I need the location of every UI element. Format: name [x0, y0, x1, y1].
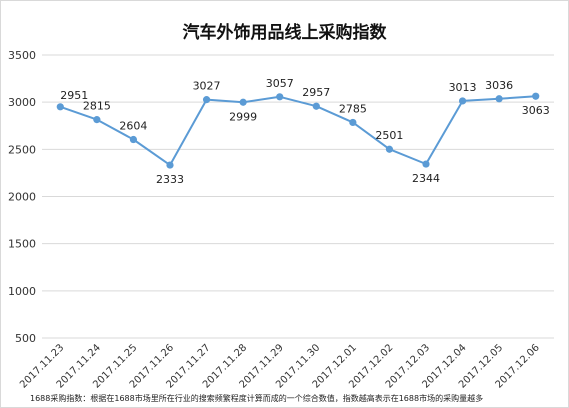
data-point	[458, 97, 467, 105]
y-tick-label: 2500	[8, 143, 36, 156]
chart-title: 汽车外饰用品线上采购指数	[182, 23, 387, 43]
data-label: 3027	[193, 80, 221, 93]
data-label: 2951	[60, 89, 88, 102]
data-point	[166, 161, 174, 169]
data-label: 3036	[485, 79, 513, 92]
y-tick-label: 2000	[8, 191, 36, 204]
y-tick-label: 3500	[8, 49, 36, 62]
y-tick-label: 500	[15, 332, 36, 345]
data-point	[495, 95, 503, 103]
data-point	[532, 92, 540, 100]
data-point	[239, 98, 247, 106]
y-tick-label: 1500	[8, 238, 36, 251]
gridlines	[42, 54, 554, 339]
data-point	[312, 102, 320, 110]
data-point	[422, 160, 430, 168]
data-label: 2785	[339, 102, 367, 115]
data-label: 3063	[522, 104, 550, 117]
data-point	[276, 93, 284, 101]
data-point	[56, 103, 64, 111]
y-tick-label: 1000	[8, 285, 36, 298]
series-line	[59, 95, 536, 167]
series-group	[56, 92, 540, 169]
data-label: 2957	[302, 86, 330, 99]
data-label: 2333	[156, 173, 184, 186]
data-label: 2501	[375, 129, 403, 142]
data-label: 2604	[119, 120, 147, 133]
data-label: 2344	[412, 172, 440, 185]
data-point	[129, 135, 138, 144]
y-axis-ticks: 500 1000 1500 2000 2500 3000 3500	[8, 49, 36, 345]
y-tick-label: 3000	[8, 96, 36, 109]
data-label: 2999	[229, 110, 257, 123]
x-axis-ticks: 2017.11.232017.11.242017.11.252017.11.26…	[18, 342, 542, 390]
footnote: 1688采购指数：根据在1688市场里所在行业的搜索频繁程度计算而成的一个综合数…	[30, 394, 484, 403]
data-label: 2815	[83, 100, 111, 113]
data-point	[93, 116, 101, 124]
data-label: 3013	[449, 81, 477, 94]
data-label: 3057	[266, 77, 294, 90]
data-point	[202, 96, 211, 104]
data-point	[349, 118, 357, 127]
data-point	[385, 145, 394, 153]
